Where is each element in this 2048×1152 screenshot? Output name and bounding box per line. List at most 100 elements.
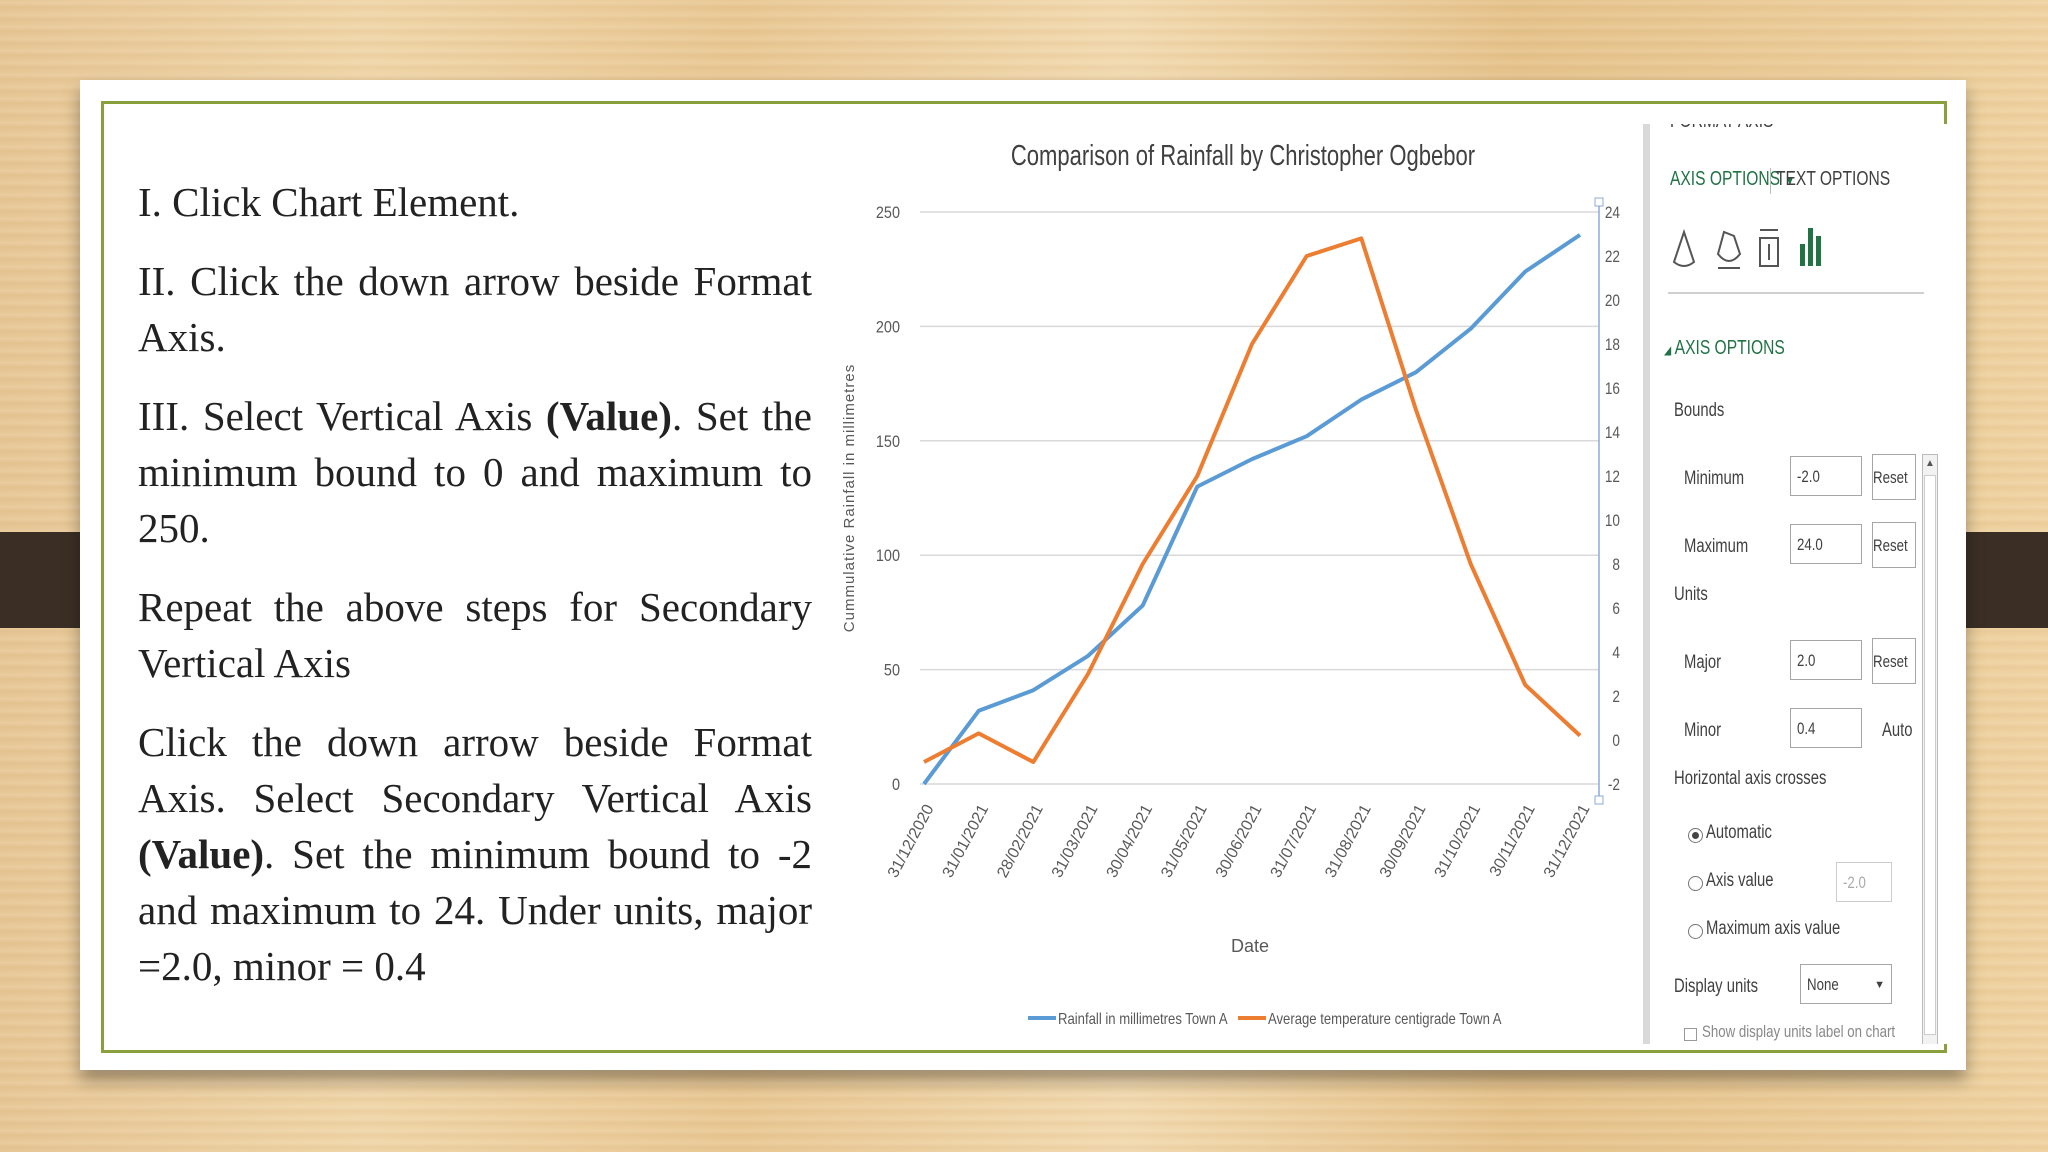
x-tick-label: 30/04/2021	[1104, 802, 1157, 881]
maximum-input[interactable]: 24.0	[1790, 524, 1862, 564]
y2-tick-label: 12	[1605, 468, 1620, 487]
step-1: I. Click Chart Element.	[138, 179, 520, 225]
x-tick-label: 30/11/2021	[1487, 802, 1539, 880]
show-units-checkbox[interactable]	[1684, 1028, 1697, 1041]
minor-auto-label: Auto	[1882, 720, 1913, 741]
y2-tick-label: 24	[1605, 204, 1621, 223]
y-tick-label: 0	[892, 776, 900, 794]
size-properties-icon[interactable]	[1759, 229, 1779, 267]
panel-divider	[1643, 124, 1650, 1044]
section-axis-options[interactable]: ◢ AXIS OPTIONS	[1664, 337, 1785, 359]
minor-label: Minor	[1684, 720, 1722, 741]
effects-icon[interactable]	[1716, 230, 1742, 269]
y2-tick-label: 14	[1605, 424, 1621, 443]
x-axis-title: Date	[1231, 936, 1269, 956]
max-axis-value-radio[interactable]	[1688, 924, 1703, 939]
x-tick-label: 28/02/2021	[994, 802, 1047, 881]
y2-tick-label: 2	[1612, 688, 1620, 707]
units-label: Units	[1674, 584, 1708, 605]
step-5-post: . Set the minimum bound to -2 and maximu…	[138, 831, 812, 989]
major-reset-button[interactable]: Reset	[1872, 638, 1916, 684]
x-tick-label: 30/09/2021	[1377, 802, 1430, 881]
y-tick-label: 100	[876, 547, 900, 565]
y2-tick-label: 18	[1605, 336, 1620, 355]
instruction-text: I. Click Chart Element. II. Click the do…	[138, 174, 812, 994]
step-2: II. Click the down arrow beside Format A…	[138, 258, 812, 360]
x-tick-label: 31/12/2020	[885, 802, 938, 881]
legend-label-1: Rainfall in millimetres Town A	[1058, 1011, 1228, 1028]
y2-tick-label: 0	[1612, 732, 1620, 751]
tab-separator	[1770, 168, 1771, 194]
y2-tick-label: 6	[1612, 600, 1620, 619]
tab-axis-options-arrow: ▼	[1784, 172, 1796, 188]
minimum-input[interactable]: -2.0	[1790, 456, 1862, 496]
y-tick-label: 50	[884, 662, 900, 680]
x-tick-label: 31/10/2021	[1432, 802, 1485, 881]
legend-label-2: Average temperature centigrade Town A	[1268, 1011, 1502, 1028]
excel-screenshot: 0 50 100 150 200 250 -2 0 2 4 6 8 10 12 14 16 18 20 22 24 31…	[828, 124, 1952, 1044]
right-slide-tab	[1952, 532, 2048, 628]
y2-tick-label: 16	[1605, 380, 1620, 399]
tab-axis-options[interactable]: AXIS OPTIONS ▼	[1670, 168, 1796, 190]
series-line-2	[923, 236, 1582, 764]
y2-tick-label: 8	[1612, 556, 1620, 575]
x-tick-label: 30/06/2021	[1213, 802, 1266, 881]
step-5: Click the down arrow beside Format Axis.…	[138, 714, 812, 994]
chevron-down-icon: ▼	[1874, 979, 1885, 991]
section-collapse-arrow: ◢	[1664, 343, 1672, 357]
y2-tick-label: 20	[1605, 292, 1620, 311]
step-5-pre: Click the down arrow beside Format Axis.…	[138, 719, 812, 821]
x-tick-label: 31/01/2021	[940, 802, 993, 881]
automatic-radio[interactable]	[1688, 828, 1703, 843]
pane-icon-row	[1672, 228, 1821, 269]
pane-scrollbar[interactable]: ▲	[1922, 454, 1938, 1044]
axis-value-label: Axis value	[1706, 870, 1774, 891]
axis-value-radio[interactable]	[1688, 876, 1703, 891]
maximum-reset-button[interactable]: Reset	[1872, 522, 1916, 568]
axis-options-icon[interactable]	[1800, 228, 1821, 266]
max-axis-value-label: Maximum axis value	[1706, 918, 1841, 939]
display-units-label: Display units	[1674, 976, 1759, 997]
x-tick-label: 31/07/2021	[1268, 802, 1321, 881]
minimum-reset-button[interactable]: Reset	[1872, 454, 1916, 500]
scroll-thumb[interactable]	[1924, 475, 1936, 1035]
y2-tick-label: 4	[1612, 644, 1620, 663]
bounds-label: Bounds	[1674, 400, 1725, 421]
automatic-label: Automatic	[1706, 822, 1772, 843]
y2-tick-label: -2	[1608, 776, 1620, 795]
tab-text-options[interactable]: TEXT OPTIONS	[1776, 168, 1891, 190]
axis-selection-handle	[1594, 197, 1604, 207]
major-input[interactable]: 2.0	[1790, 640, 1862, 680]
show-units-label: Show display units label on chart	[1702, 1022, 1896, 1041]
axis-value-input[interactable]: -2.0	[1836, 862, 1892, 902]
y-tick-label: 200	[876, 318, 900, 336]
chart-title: Comparison of Rainfall by Christopher Og…	[1010, 140, 1476, 172]
step-4: Repeat the above steps for Secondary Ver…	[138, 584, 812, 686]
x-tick-label: 31/08/2021	[1322, 802, 1375, 881]
minor-input[interactable]: 0.4	[1790, 708, 1862, 748]
scroll-up-icon[interactable]: ▲	[1925, 458, 1935, 469]
pane-rule	[1668, 292, 1924, 294]
pane-header: FORMAT AXIS	[1670, 124, 1803, 133]
format-axis-pane: FORMAT AXIS AXIS OPTIONS ▼ TEXT OPTIONS …	[1652, 124, 1952, 1044]
display-units-select[interactable]: None ▼	[1800, 964, 1892, 1004]
y-tick-label: 150	[876, 433, 900, 451]
minimum-label: Minimum	[1684, 468, 1745, 489]
fill-line-icon[interactable]	[1672, 228, 1696, 267]
major-label: Major	[1684, 652, 1722, 673]
crosses-label: Horizontal axis crosses	[1674, 768, 1827, 789]
y-tick-label: 250	[876, 204, 900, 222]
slide: I. Click Chart Element. II. Click the do…	[80, 80, 1966, 1070]
chart[interactable]: 050100150200250-202468101214161820222431…	[828, 124, 1643, 1044]
x-tick-label: 31/12/2021	[1541, 802, 1594, 881]
step-5-bold: (Value)	[138, 831, 265, 877]
step-3-bold: (Value)	[545, 393, 672, 439]
step-3-post: . Set the minimum bound to 0 and maximum…	[138, 393, 812, 551]
axis-selection-handle	[1594, 795, 1604, 805]
x-tick-label: 31/03/2021	[1049, 802, 1102, 881]
y2-tick-label: 22	[1605, 248, 1620, 267]
series-line-1	[922, 233, 1582, 786]
y-axis-title: Cummulative Rainfall in millimetres	[841, 364, 858, 632]
y2-tick-label: 10	[1605, 512, 1620, 531]
step-3-pre: III. Select Vertical Axis	[138, 393, 546, 439]
